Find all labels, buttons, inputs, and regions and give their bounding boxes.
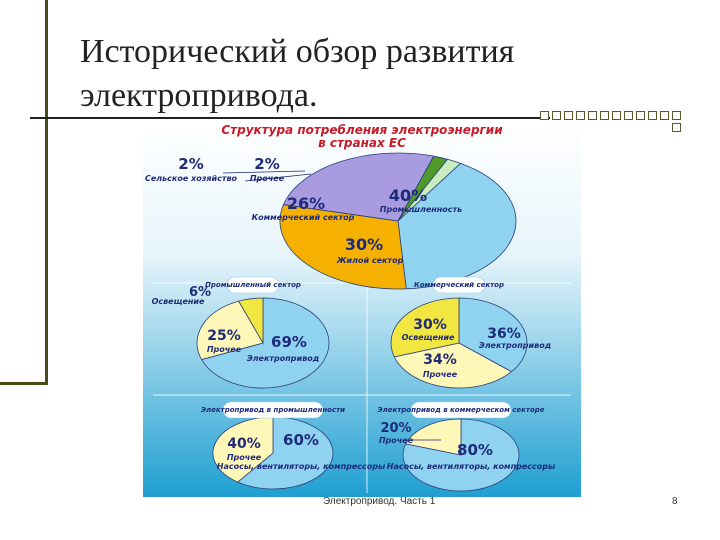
main-slice-other-value: 2% bbox=[254, 155, 279, 173]
main-slice-agriculture-value: 2% bbox=[178, 155, 203, 173]
industry-slice-drive-label: Электропривод bbox=[247, 354, 319, 363]
pie3-slice-other bbox=[212, 416, 274, 483]
main-slice-commercial-label: Коммерческий сектор bbox=[252, 213, 355, 222]
drive-commercial-pie-title: Электропривод в коммерческом секторе bbox=[377, 406, 544, 414]
drive-commercial-pie bbox=[402, 418, 520, 492]
commercial-pie-title-badge bbox=[432, 276, 486, 294]
decor-square bbox=[660, 111, 669, 120]
pie0-slice-residential bbox=[279, 204, 407, 290]
industry-pie-title: Промышленный сектор bbox=[205, 281, 301, 289]
industry-slice-lighting-value: 6% bbox=[189, 285, 211, 300]
drive-industry-slice-other-value: 40% bbox=[227, 436, 261, 452]
drive-commercial-slice-other-value: 20% bbox=[380, 421, 411, 436]
drive-industry-slice-other-label: Прочее bbox=[227, 453, 262, 462]
decor-square bbox=[624, 111, 633, 120]
drive-industry-title-badge bbox=[222, 401, 324, 419]
main-slice-commercial-value: 26% bbox=[287, 194, 325, 213]
main-slice-industry-label: Промышленность bbox=[380, 205, 462, 214]
chart-panel: Структура потребления электроэнергии в с… bbox=[143, 123, 581, 497]
decor-square bbox=[672, 111, 681, 120]
pie2-slice-lighting bbox=[390, 297, 460, 358]
main-chart-title-line-1: Структура потребления электроэнергии bbox=[221, 123, 503, 137]
pie1-slice-lighting bbox=[238, 297, 264, 345]
pie2-slice-drive bbox=[458, 297, 528, 373]
charts-svg: Структура потребления электроэнергии в с… bbox=[143, 123, 581, 497]
main-agriculture-leader bbox=[222, 170, 306, 174]
pie1-slice-drive bbox=[201, 297, 330, 389]
pie0-slice-other bbox=[397, 158, 462, 222]
industry-pie bbox=[196, 297, 330, 389]
slide-title: Исторический обзор развития электроприво… bbox=[80, 30, 640, 118]
drive-commercial-slice-pumps-value: 80% bbox=[457, 441, 493, 459]
commercial-pie-title: Коммерческий сектор bbox=[414, 281, 504, 289]
pie4-slice-other bbox=[405, 418, 462, 456]
drive-industry-pie-title: Электропривод в промышленности bbox=[201, 406, 345, 414]
decor-square bbox=[564, 111, 573, 120]
left-accent-stripe bbox=[45, 0, 48, 385]
decor-square bbox=[576, 111, 585, 120]
drive-industry-pie bbox=[212, 416, 334, 490]
pie3-slice-pumps bbox=[236, 416, 334, 490]
decor-square bbox=[540, 111, 549, 120]
slide-title-line-2: электропривода. bbox=[80, 77, 318, 114]
industry-slice-other-label: Прочее bbox=[207, 345, 242, 354]
pie2-slice-other bbox=[393, 342, 513, 389]
slide-title-line-1: Исторический обзор развития bbox=[80, 33, 515, 70]
industry-slice-lighting-label: Освещение bbox=[152, 297, 205, 306]
main-pie bbox=[279, 152, 517, 290]
commercial-slice-drive-value: 36% bbox=[487, 326, 521, 342]
drive-commercial-title-badge bbox=[410, 401, 512, 419]
decor-square bbox=[636, 111, 645, 120]
main-slice-residential-value: 30% bbox=[345, 235, 383, 254]
commercial-slice-other-value: 34% bbox=[423, 352, 457, 368]
decor-square bbox=[600, 111, 609, 120]
commercial-slice-lighting-value: 30% bbox=[413, 317, 447, 333]
industry-slice-other-value: 25% bbox=[207, 328, 241, 344]
main-slice-agriculture-label: Сельское хозяйство bbox=[145, 174, 238, 183]
industry-pie-title-badge bbox=[226, 276, 280, 294]
drive-industry-slice-pumps-value: 60% bbox=[283, 431, 319, 449]
main-slice-residential-label: Жилой сектор bbox=[336, 256, 404, 265]
decor-square bbox=[612, 111, 621, 120]
pie4-slice-pumps bbox=[402, 418, 520, 492]
drive-industry-slice-pumps-label: Насосы, вентиляторы, компрессоры bbox=[217, 462, 386, 471]
page-number: 8 bbox=[672, 496, 678, 507]
decor-square bbox=[588, 111, 597, 120]
left-accent-base bbox=[0, 382, 48, 385]
left-accent-bar bbox=[0, 0, 48, 385]
pie1-slice-other bbox=[196, 300, 264, 361]
main-chart-title-line-2: в странах ЕС bbox=[318, 136, 406, 150]
drive-commercial-slice-other-label: Прочее bbox=[379, 436, 414, 445]
drive-commercial-slice-pumps-label: Насосы, вентиляторы, компрессоры bbox=[387, 462, 556, 471]
commercial-slice-drive-label: Электропривод bbox=[479, 341, 551, 350]
commercial-slice-lighting-label: Освещение bbox=[402, 333, 455, 342]
footer-text: Электропривод. Часть 1 bbox=[323, 496, 436, 507]
industry-slice-drive-value: 69% bbox=[271, 333, 307, 351]
commercial-slice-other-label: Прочее bbox=[423, 370, 458, 379]
main-other-leader bbox=[244, 173, 312, 182]
decor-square bbox=[648, 111, 657, 120]
title-underline bbox=[30, 117, 550, 119]
decor-square bbox=[552, 111, 561, 120]
decor-square bbox=[672, 123, 681, 132]
commercial-pie bbox=[390, 297, 528, 389]
pie0-slice-commercial bbox=[282, 152, 435, 222]
main-slice-industry-value: 40% bbox=[389, 186, 427, 205]
